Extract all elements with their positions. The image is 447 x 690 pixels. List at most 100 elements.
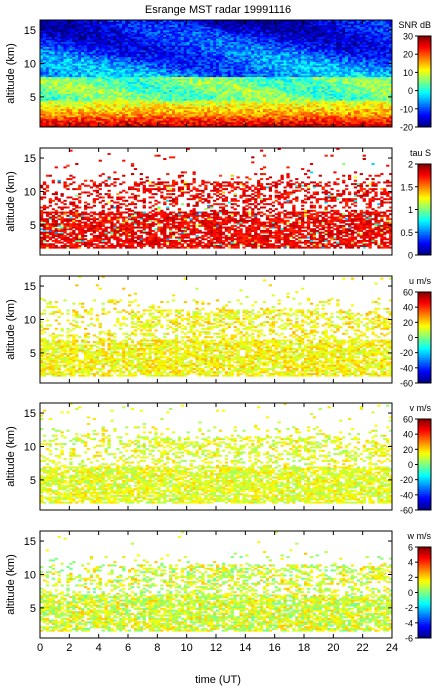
- heatmap-cell: [178, 97, 181, 99]
- heatmap-cell: [149, 87, 152, 89]
- heatmap-cell: [69, 33, 72, 35]
- heatmap-cell: [102, 60, 105, 62]
- heatmap-cell: [154, 97, 157, 99]
- heatmap-cell: [184, 52, 187, 54]
- heatmap-cell: [131, 33, 134, 35]
- heatmap-cell: [122, 124, 125, 126]
- heatmap-cell: [69, 60, 72, 62]
- heatmap-cell: [134, 25, 137, 27]
- heatmap-cell: [239, 87, 242, 89]
- heatmap-cell: [134, 87, 137, 89]
- heatmap-cell: [125, 43, 128, 45]
- heatmap-cell: [143, 70, 146, 72]
- heatmap-cell: [90, 124, 93, 126]
- heatmap-cell: [146, 60, 149, 62]
- heatmap-cell: [113, 79, 116, 81]
- heatmap-cell: [81, 70, 84, 72]
- heatmap-cell: [55, 124, 58, 126]
- heatmap-cell: [190, 60, 193, 62]
- heatmap-cell: [81, 87, 84, 89]
- heatmap-cell: [228, 79, 231, 81]
- heatmap-cell: [49, 87, 52, 89]
- heatmap-cell: [107, 114, 110, 116]
- heatmap-cell: [107, 60, 110, 62]
- heatmap-cell: [260, 87, 263, 89]
- heatmap-cell: [239, 52, 242, 54]
- heatmap-cell: [72, 52, 75, 54]
- heatmap-cell: [178, 105, 181, 107]
- heatmap-cell: [49, 124, 52, 126]
- heatmap-cell: [219, 79, 222, 81]
- heatmap-cell: [146, 79, 149, 81]
- heatmap-cell: [193, 114, 196, 116]
- heatmap-cell: [254, 105, 257, 107]
- heatmap-cell: [225, 52, 228, 54]
- heatmap-cell: [204, 52, 207, 54]
- heatmap-cell: [119, 25, 122, 27]
- heatmap-cell: [128, 25, 131, 27]
- heatmap-cell: [116, 52, 119, 54]
- heatmap-cell: [187, 33, 190, 35]
- heatmap-cell: [225, 25, 228, 27]
- heatmap-cell: [134, 105, 137, 107]
- heatmap-cell: [163, 33, 166, 35]
- heatmap-cell: [140, 124, 143, 126]
- heatmap-cell: [184, 79, 187, 81]
- heatmap-cell: [219, 124, 222, 126]
- heatmap-cell: [248, 43, 251, 45]
- heatmap-cell: [210, 25, 213, 27]
- heatmap-cell: [242, 52, 245, 54]
- heatmap-cell: [245, 43, 248, 45]
- heatmap-cell: [140, 33, 143, 35]
- heatmap-cell: [113, 114, 116, 116]
- heatmap-cell: [190, 124, 193, 126]
- heatmap-cell: [146, 105, 149, 107]
- heatmap-cell: [66, 97, 69, 99]
- heatmap-cell: [160, 105, 163, 107]
- heatmap-cell: [260, 114, 263, 116]
- heatmap-cell: [149, 25, 152, 27]
- heatmap-cell: [105, 25, 108, 27]
- heatmap-cell: [239, 43, 242, 45]
- heatmap-cell: [263, 52, 266, 54]
- heatmap-cell: [43, 124, 46, 126]
- heatmap-cell: [163, 25, 166, 27]
- heatmap-cell: [210, 87, 213, 89]
- heatmap-cell: [93, 70, 96, 72]
- heatmap-cell: [201, 33, 204, 35]
- heatmap-cell: [140, 52, 143, 54]
- heatmap-cell: [69, 105, 72, 107]
- heatmap-cell: [248, 33, 251, 35]
- heatmap-cell: [178, 124, 181, 126]
- heatmap-cell: [143, 97, 146, 99]
- heatmap-cell: [149, 52, 152, 54]
- heatmap-cell: [81, 97, 84, 99]
- heatmap-cell: [72, 70, 75, 72]
- heatmap-cell: [46, 52, 49, 54]
- heatmap-cell: [254, 79, 257, 81]
- heatmap-cell: [137, 87, 140, 89]
- heatmap-cell: [245, 33, 248, 35]
- heatmap-cell: [72, 97, 75, 99]
- heatmap-cell: [225, 87, 228, 89]
- heatmap-cell: [204, 25, 207, 27]
- heatmap-cell: [166, 87, 169, 89]
- heatmap-cell: [87, 60, 90, 62]
- heatmap-cell: [125, 25, 128, 27]
- heatmap-cell: [207, 97, 210, 99]
- heatmap-cell: [55, 25, 58, 27]
- heatmap-cell: [248, 79, 251, 81]
- heatmap-cell: [181, 43, 184, 45]
- heatmap-cell: [96, 70, 99, 72]
- heatmap-cell: [193, 105, 196, 107]
- heatmap-cell: [225, 60, 228, 62]
- heatmap-cell: [84, 105, 87, 107]
- heatmap-cell: [269, 124, 272, 126]
- heatmap-cell: [163, 124, 166, 126]
- heatmap-cell: [107, 124, 110, 126]
- heatmap-cell: [84, 114, 87, 116]
- heatmap-cell: [213, 105, 216, 107]
- heatmap-cell: [66, 70, 69, 72]
- heatmap-cell: [245, 70, 248, 72]
